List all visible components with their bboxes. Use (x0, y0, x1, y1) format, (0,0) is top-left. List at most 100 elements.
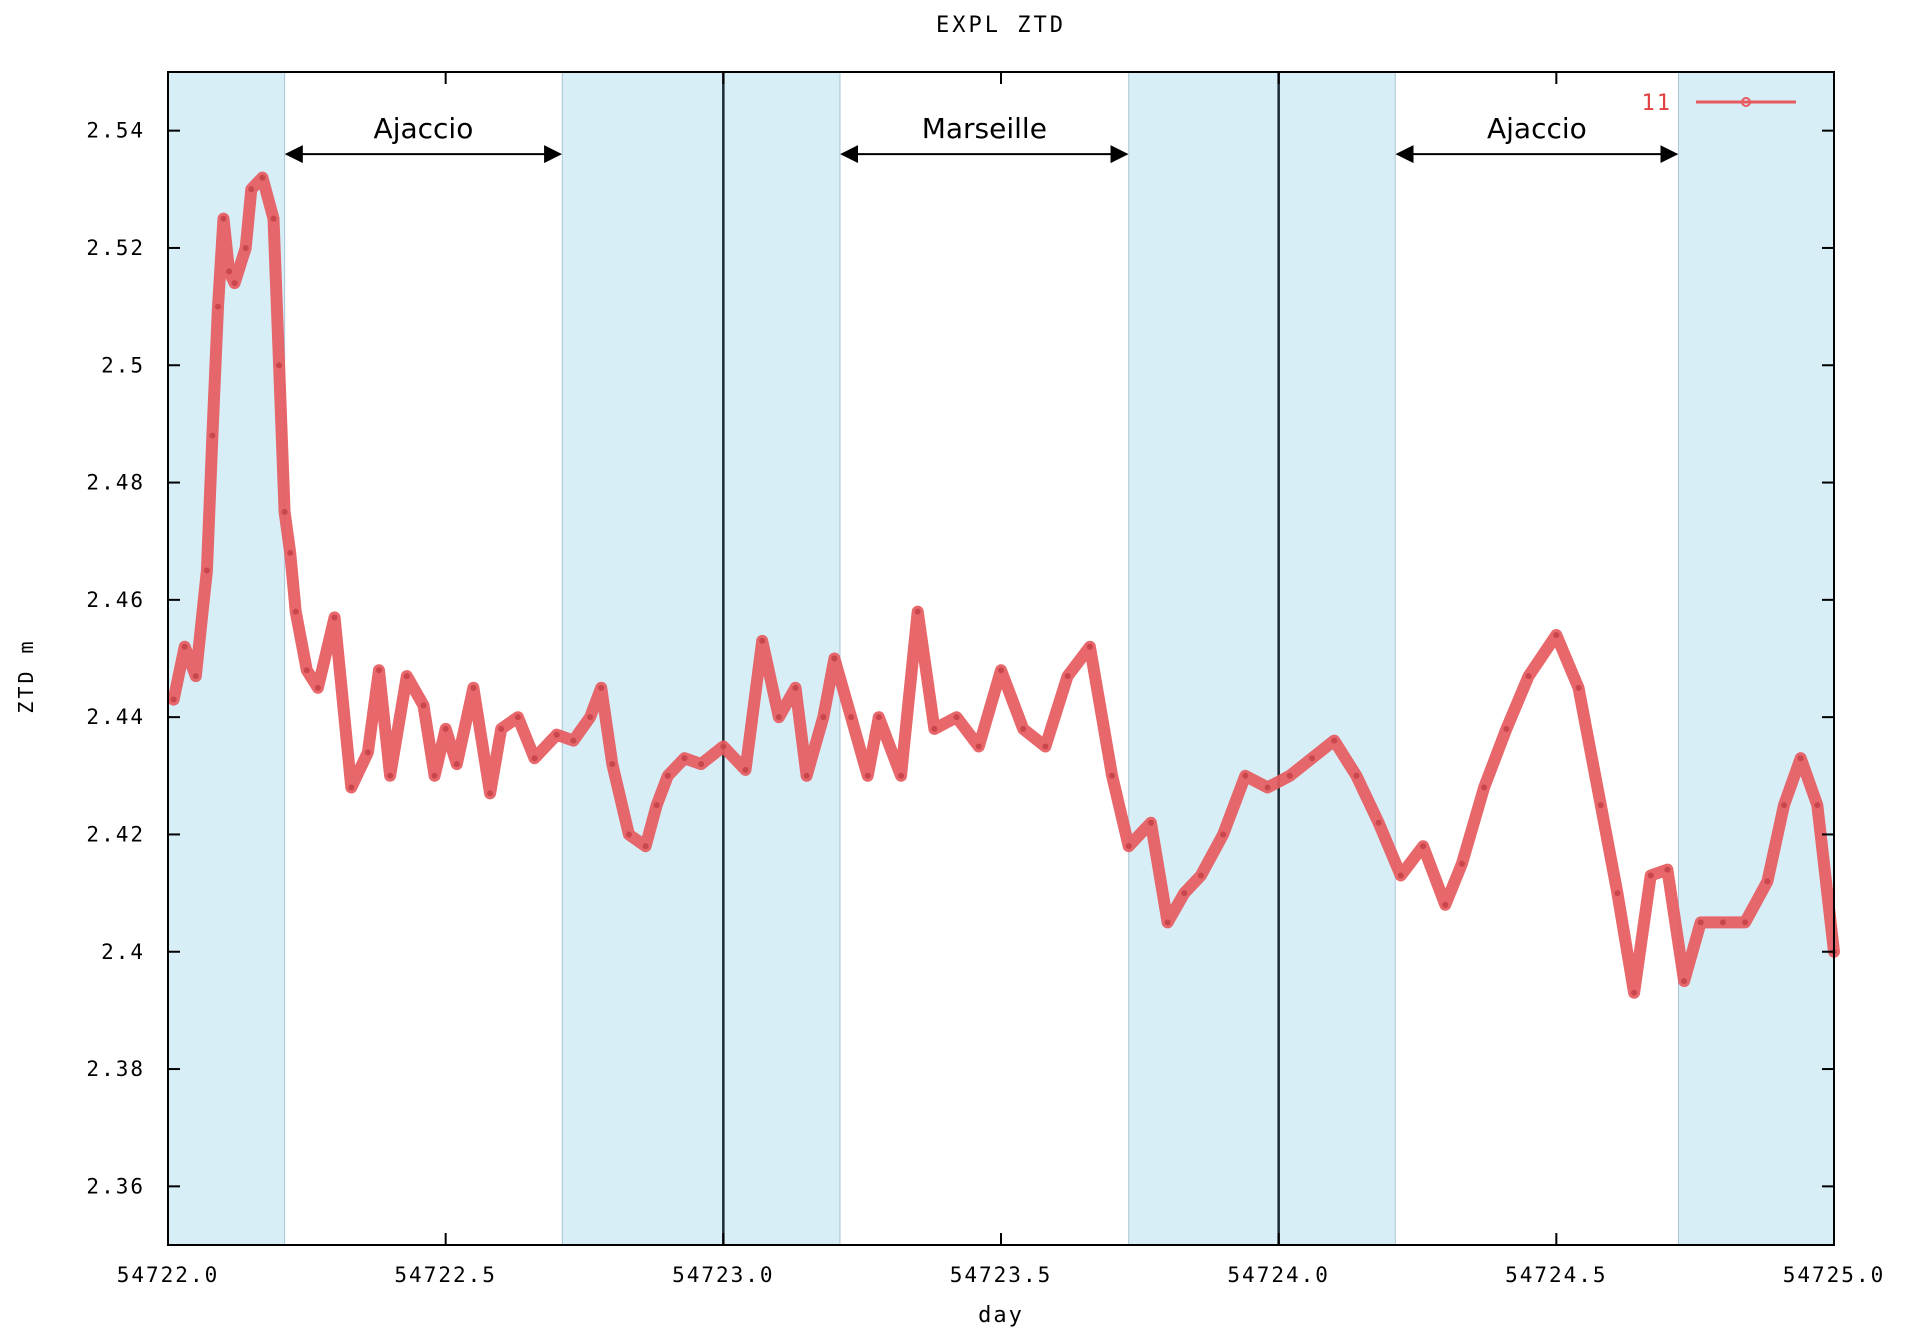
data-point (331, 614, 338, 621)
data-point (442, 725, 449, 732)
data-point (420, 702, 427, 709)
data-point (348, 784, 355, 791)
data-point (203, 567, 210, 574)
x-tick-label: 54722.0 (117, 1263, 220, 1287)
annotation-label: Marseille (922, 112, 1047, 145)
data-point (270, 215, 277, 222)
data-point (1647, 872, 1654, 879)
plot-frame (167, 71, 1835, 1246)
data-point (598, 684, 605, 691)
data-point (1458, 860, 1465, 867)
data-point (192, 673, 199, 680)
legend-marker (1741, 97, 1751, 107)
data-point (1442, 901, 1449, 908)
data-point (898, 772, 905, 779)
data-point (231, 280, 238, 287)
data-point (364, 749, 371, 756)
x-tick-label: 54723.5 (950, 1263, 1053, 1287)
x-axis-label: day (978, 1303, 1024, 1328)
data-point (1086, 643, 1093, 650)
data-point (1742, 919, 1749, 926)
data-point (387, 772, 394, 779)
axes: 54722.0 54722.5 54723.0 54723.5 54724.0 54724… (86, 71, 1886, 1287)
x-tick-label: 54722.5 (394, 1263, 497, 1287)
data-point (514, 714, 521, 721)
y-tick-label: 2.42 (86, 822, 145, 846)
data-point (498, 725, 505, 732)
data-point (1397, 872, 1404, 879)
data-point (775, 714, 782, 721)
data-point (259, 174, 266, 181)
data-point (931, 725, 938, 732)
series-line (167, 171, 1840, 999)
y-tick-label: 2.46 (86, 588, 145, 612)
y-tick-label: 2.38 (86, 1057, 145, 1081)
data-point (953, 714, 960, 721)
x-tick-label: 54725.0 (1783, 1263, 1886, 1287)
data-point (848, 714, 855, 721)
data-point (625, 831, 632, 838)
data-point (1797, 755, 1804, 762)
data-point (1109, 772, 1116, 779)
data-point (681, 755, 688, 762)
data-point (553, 731, 560, 738)
day-boundary-lines (722, 72, 1280, 1245)
annotation-label: Ajaccio (374, 112, 474, 145)
data-point (220, 215, 227, 222)
data-point (1575, 684, 1582, 691)
data-point (1614, 890, 1621, 897)
data-point (742, 766, 749, 773)
data-point (1220, 831, 1227, 838)
data-point (720, 743, 727, 750)
data-point (1681, 978, 1688, 985)
data-point (1308, 755, 1315, 762)
data-point (1264, 784, 1271, 791)
y-tick-label: 2.48 (86, 471, 145, 495)
data-point (314, 684, 321, 691)
data-point (587, 714, 594, 721)
shaded-band (1678, 71, 1835, 1246)
data-point (698, 761, 705, 768)
data-point (281, 508, 288, 515)
data-point (248, 186, 255, 193)
data-point (1331, 737, 1338, 744)
data-point (453, 761, 460, 768)
data-point (1242, 772, 1249, 779)
data-point (214, 303, 221, 310)
data-point (1064, 673, 1071, 680)
data-point (1353, 772, 1360, 779)
data-point (1553, 632, 1560, 639)
data-point (376, 667, 383, 674)
data-point (1814, 802, 1821, 809)
data-point (1503, 725, 1510, 732)
data-point (820, 714, 827, 721)
data-point (914, 608, 921, 615)
data-point (1042, 743, 1049, 750)
data-point (570, 737, 577, 744)
data-point (1631, 989, 1638, 996)
data-point (242, 244, 249, 251)
chart-title: EXPL ZTD (936, 13, 1066, 38)
series-lines (167, 171, 1840, 999)
data-point (403, 673, 410, 680)
data-point (803, 772, 810, 779)
data-point (431, 772, 438, 779)
y-tick-label: 2.52 (86, 236, 145, 260)
data-point (1147, 819, 1154, 826)
data-point (664, 772, 671, 779)
y-tick-label: 2.44 (86, 705, 145, 729)
data-point (531, 755, 538, 762)
annotation-label: Ajaccio (1487, 112, 1587, 145)
y-tick-label: 2.36 (86, 1174, 145, 1198)
data-point (1125, 843, 1132, 850)
legend: 11 (1642, 91, 1796, 116)
data-point (292, 608, 299, 615)
data-point (181, 643, 188, 650)
shaded-bands (167, 71, 1835, 1246)
data-point (653, 802, 660, 809)
data-point (470, 684, 477, 691)
data-point (276, 362, 283, 369)
data-point (1181, 890, 1188, 897)
data-point (1164, 919, 1171, 926)
data-point (1375, 819, 1382, 826)
